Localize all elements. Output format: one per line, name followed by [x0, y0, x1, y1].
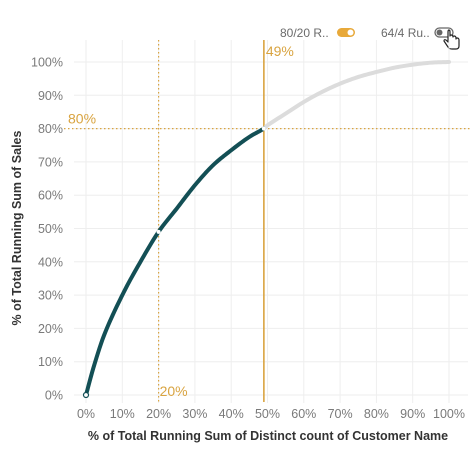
x-tick-label: 20%: [146, 407, 171, 421]
x-tick-label: 100%: [433, 407, 465, 421]
toggle-64-4-knob[interactable]: [436, 29, 443, 36]
data-series: [82, 60, 451, 399]
x-tick-label: 40%: [219, 407, 244, 421]
x-tick-label: 10%: [110, 407, 135, 421]
gridlines: [74, 40, 468, 403]
y-tick-label: 80%: [38, 122, 63, 136]
toggle-64-4-label: 64/4 Ru..: [381, 26, 430, 40]
y-tick-label: 30%: [38, 289, 63, 303]
y-tick-label: 0%: [45, 389, 63, 403]
x-tick-label: 0%: [77, 407, 95, 421]
x-tick-label: 50%: [255, 407, 280, 421]
y-tick-label: 100%: [31, 56, 63, 70]
toggle-80-20-switch[interactable]: [337, 28, 355, 37]
x-tick-label: 60%: [291, 407, 316, 421]
toggle-80-20-knob[interactable]: [347, 29, 354, 36]
y-tick-label: 70%: [38, 155, 63, 169]
x-tick-label: 70%: [328, 407, 353, 421]
series-line-active: [84, 126, 266, 397]
series-marker-point: [261, 126, 266, 131]
reference-label-x-49: 49%: [266, 43, 294, 59]
y-tick-label: 50%: [38, 222, 63, 236]
series-start-point: [82, 391, 90, 399]
toggle-80-20-label: 80/20 R..: [280, 26, 329, 40]
y-tick-label: 20%: [38, 322, 63, 336]
y-axis-ticks: 0% 10% 20% 30% 40% 50% 60% 70% 80% 90% 100%: [31, 56, 63, 403]
hand-cursor-icon: [443, 29, 460, 50]
y-tick-label: 10%: [38, 355, 63, 369]
y-tick-label: 60%: [38, 189, 63, 203]
x-tick-label: 80%: [364, 407, 389, 421]
x-tick-label: 30%: [182, 407, 207, 421]
reference-label-x-20: 20%: [160, 383, 188, 399]
x-axis-title: % of Total Running Sum of Distinct count…: [88, 429, 448, 443]
x-tick-label: 90%: [400, 407, 425, 421]
y-tick-label: 90%: [38, 89, 63, 103]
y-tick-label: 40%: [38, 255, 63, 269]
series-marker-point: [156, 229, 161, 234]
series-line-inactive: [261, 60, 451, 131]
chart-controls: 80/20 R.. 64/4 Ru..: [280, 26, 460, 50]
x-axis-ticks: 0% 10% 20% 30% 40% 50% 60% 70% 80% 90% 100%: [77, 407, 465, 421]
y-axis-title: % of Total Running Sum of Sales: [10, 131, 24, 326]
reference-lines: 80% 20% 49%: [64, 40, 470, 402]
reference-label-y-80: 80%: [68, 111, 96, 127]
